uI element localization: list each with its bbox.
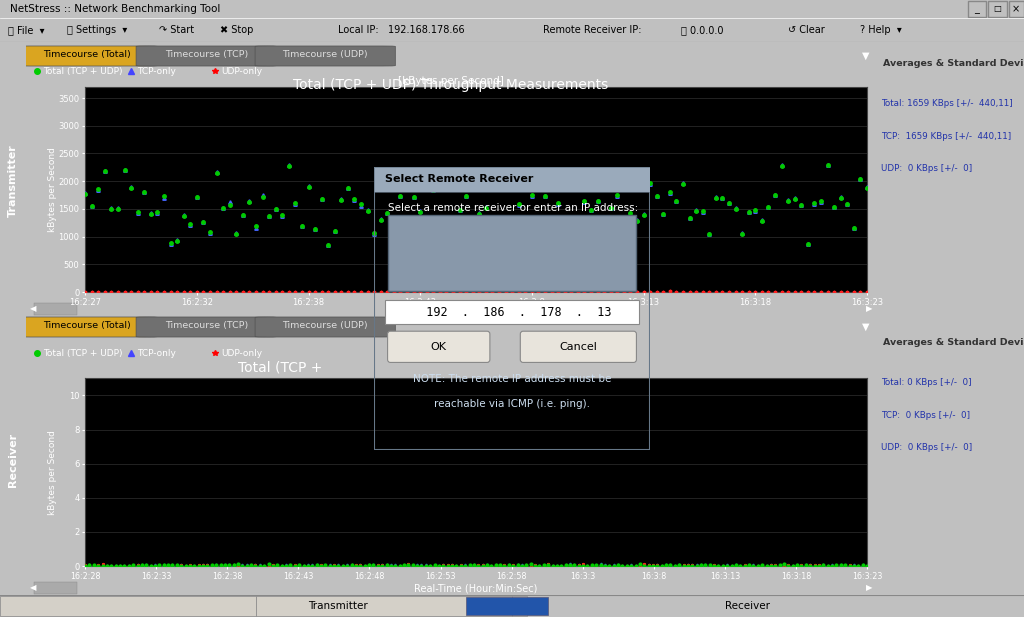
Text: Averages & Standard Deviation: Averages & Standard Deviation	[883, 337, 1024, 347]
Text: UDP:  0 KBps [+/-  0]: UDP: 0 KBps [+/- 0]	[882, 164, 973, 173]
FancyBboxPatch shape	[136, 317, 276, 337]
Text: OK: OK	[431, 342, 446, 352]
Bar	[374, 167, 650, 192]
Text: Transmitter: Transmitter	[8, 144, 17, 217]
Text: reachable via ICMP (i.e. ping).: reachable via ICMP (i.e. ping).	[434, 399, 590, 409]
Text: [kBytes per Second]: [kBytes per Second]	[397, 76, 504, 86]
Text: ◀: ◀	[30, 584, 36, 592]
Text: NetStress :: Network Benchmarking Tool: NetStress :: Network Benchmarking Tool	[10, 4, 220, 14]
Text: TCP-only: TCP-only	[137, 67, 176, 76]
Text: Averages & Standard Deviation: Averages & Standard Deviation	[883, 59, 1024, 67]
Bar	[968, 1, 986, 17]
Text: UDP-only: UDP-only	[221, 349, 262, 358]
Text: 192  .  186  .  178  .  13: 192 . 186 . 178 . 13	[413, 305, 611, 319]
Text: Select Remote Receiver: Select Remote Receiver	[385, 175, 534, 184]
Bar	[0, 596, 256, 616]
Text: ? Help  ▾: ? Help ▾	[860, 25, 902, 35]
Bar	[1009, 1, 1024, 17]
FancyBboxPatch shape	[255, 46, 395, 66]
Text: □: □	[993, 4, 1001, 14]
Text: kBytes per Second: kBytes per Second	[48, 147, 57, 232]
Text: TCP:  0 KBps [+/-  0]: TCP: 0 KBps [+/- 0]	[882, 411, 971, 420]
Text: Total: 1659 KBps [+/-  440,11]: Total: 1659 KBps [+/- 440,11]	[882, 99, 1013, 108]
Bar	[34, 582, 77, 594]
Text: TCP-only: TCP-only	[137, 349, 176, 358]
Text: ▼: ▼	[861, 51, 869, 61]
Bar	[34, 304, 77, 315]
Text: kBytes per Second: kBytes per Second	[48, 430, 57, 515]
Text: Local IP:   192.168.178.66: Local IP: 192.168.178.66	[338, 25, 465, 35]
Text: Receiver: Receiver	[8, 433, 17, 487]
FancyBboxPatch shape	[136, 46, 276, 66]
Text: NOTE: The remote IP address must be: NOTE: The remote IP address must be	[413, 374, 611, 384]
Text: ↺ Clear: ↺ Clear	[788, 25, 825, 35]
Text: UDP-only: UDP-only	[221, 67, 262, 76]
Bar	[256, 596, 512, 616]
Text: ▶: ▶	[865, 305, 872, 313]
Text: Timecourse (Total): Timecourse (Total)	[43, 321, 131, 330]
Text: ✖ Stop: ✖ Stop	[220, 25, 254, 35]
Text: TCP:  1659 KBps [+/-  440,11]: TCP: 1659 KBps [+/- 440,11]	[882, 131, 1012, 141]
Bar	[512, 596, 527, 616]
FancyBboxPatch shape	[255, 317, 395, 337]
Text: 🔑 Settings  ▾: 🔑 Settings ▾	[67, 25, 127, 35]
Text: Total (TCP + UDP): Total (TCP + UDP)	[43, 67, 123, 76]
Bar	[374, 167, 650, 192]
Text: ⭐ 0.0.0.0: ⭐ 0.0.0.0	[681, 25, 724, 35]
Text: Timecourse (UDP): Timecourse (UDP)	[283, 51, 368, 59]
Text: ◀: ◀	[30, 305, 36, 313]
Text: 🏠 File  ▾: 🏠 File ▾	[8, 25, 45, 35]
Text: Transmitter: Transmitter	[308, 601, 368, 611]
FancyBboxPatch shape	[387, 331, 489, 362]
Text: ↷ Start: ↷ Start	[159, 25, 194, 35]
Text: Total (TCP +: Total (TCP +	[239, 361, 323, 375]
Text: UDP:  0 KBps [+/-  0]: UDP: 0 KBps [+/- 0]	[882, 443, 973, 452]
Bar	[387, 215, 637, 291]
Text: Receiver: Receiver	[725, 601, 770, 611]
Text: ▶: ▶	[865, 584, 872, 592]
FancyBboxPatch shape	[17, 46, 158, 66]
Text: Total (TCP + UDP) Throughput Measurements: Total (TCP + UDP) Throughput Measurement…	[293, 78, 608, 91]
X-axis label: Real-Time (Hour:Min:Sec): Real-Time (Hour:Min:Sec)	[415, 584, 538, 594]
Text: Timecourse (Total): Timecourse (Total)	[43, 51, 131, 59]
Text: Cancel: Cancel	[559, 342, 597, 352]
Text: Remote Receiver IP:: Remote Receiver IP:	[543, 25, 641, 35]
Text: Select a remote receiver or enter an IP address:: Select a remote receiver or enter an IP …	[387, 204, 638, 213]
Text: Timecourse (UDP): Timecourse (UDP)	[283, 321, 368, 330]
Bar	[385, 300, 639, 324]
Text: Total: 0 KBps [+/-  0]: Total: 0 KBps [+/- 0]	[882, 378, 972, 387]
FancyBboxPatch shape	[520, 331, 637, 362]
Text: ×: ×	[1012, 4, 1020, 14]
FancyBboxPatch shape	[17, 317, 158, 337]
Text: _: _	[975, 4, 979, 14]
Text: Timecourse (TCP): Timecourse (TCP)	[165, 51, 248, 59]
Bar	[466, 597, 548, 615]
Text: Total (TCP + UDP): Total (TCP + UDP)	[43, 349, 123, 358]
Bar	[988, 1, 1007, 17]
Text: Timecourse (TCP): Timecourse (TCP)	[165, 321, 248, 330]
Text: ▼: ▼	[861, 322, 869, 332]
